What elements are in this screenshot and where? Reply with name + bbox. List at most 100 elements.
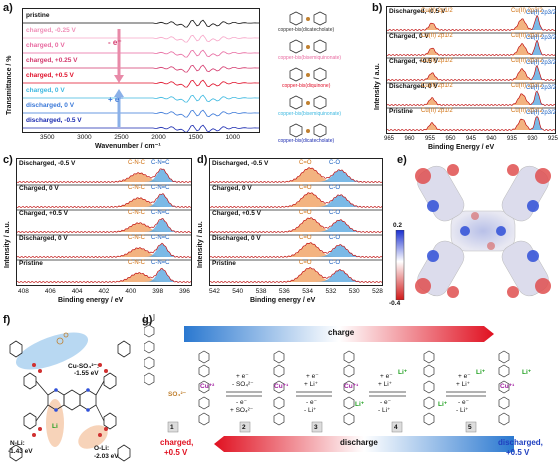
panel-g: g) bbox=[140, 310, 558, 465]
xps-peak bbox=[422, 73, 442, 80]
scale-max: 0.2 bbox=[393, 222, 403, 229]
peak-label: Cu(I) 2p3/2 bbox=[526, 60, 557, 66]
xps-peak bbox=[315, 220, 365, 232]
xps-peak bbox=[529, 16, 545, 30]
eq3-top2: + Li⁺ bbox=[378, 381, 393, 388]
eq1-top: + e⁻ bbox=[236, 373, 249, 380]
row-label: Charged, +0.5 V bbox=[389, 58, 438, 65]
row-label: Charged, 0 V bbox=[212, 185, 252, 192]
tick: 2000 bbox=[151, 134, 166, 141]
eq4-top2: + Li⁺ bbox=[456, 381, 471, 388]
tick: 536 bbox=[278, 288, 290, 295]
panel-b-ylabel: Intensity / a.u. bbox=[374, 63, 381, 110]
xps-fit bbox=[386, 65, 556, 82]
panel-c-ylabel: Intensity / a.u. bbox=[4, 221, 11, 268]
xps-fit bbox=[16, 242, 192, 259]
peak-label: C-N=C bbox=[151, 160, 170, 166]
arrow-up-label: + e⁻ bbox=[108, 95, 124, 104]
panel-b-xticks: 965 960 955 950 945 940 935 930 925 bbox=[384, 136, 558, 142]
peak-label: C-N-C bbox=[128, 260, 145, 266]
xps-fit bbox=[209, 266, 383, 284]
panel-e: e) 0.2 -0.4 bbox=[385, 150, 558, 310]
nli-energy: -1.43 eV bbox=[8, 448, 33, 455]
tick: 402 bbox=[98, 288, 110, 295]
peak-label: Cu(II) 2p1/2 bbox=[421, 83, 453, 89]
xps-peak bbox=[280, 193, 340, 207]
tick: 950 bbox=[445, 136, 456, 142]
xps-fit bbox=[209, 167, 383, 184]
xps-peak bbox=[144, 194, 180, 207]
peak-label: C-N-C bbox=[128, 160, 145, 166]
row-label: Discharged, 0 V bbox=[212, 235, 261, 242]
xps-fit bbox=[16, 218, 191, 234]
row-label: Discharged, -0.5 V bbox=[389, 8, 446, 15]
eq2-bot2: - Li⁺ bbox=[304, 407, 317, 414]
row-label: Pristine bbox=[389, 108, 413, 115]
step-3: 3 bbox=[314, 424, 318, 431]
tick: 404 bbox=[71, 288, 83, 295]
panel-d-spectra bbox=[209, 167, 383, 284]
tick: 532 bbox=[325, 288, 337, 295]
step-5: 5 bbox=[468, 424, 472, 431]
xps-peak bbox=[280, 168, 340, 182]
row-label: charged, 0 V bbox=[26, 87, 65, 94]
tick: 1000 bbox=[225, 134, 240, 141]
peak-label: Cu(II) 2p1/2 bbox=[421, 58, 453, 64]
panel-b-xlabel: Binding Energy / eV bbox=[428, 144, 495, 151]
peak-label: Cu(I) 2p3/2 bbox=[526, 110, 557, 116]
panel-d: d) Intensity / a.u. Discharged, -0.5 V C=… bbox=[195, 150, 385, 310]
row-label: Pristine bbox=[212, 260, 236, 267]
tick: 406 bbox=[44, 288, 56, 295]
tick: 396 bbox=[179, 288, 190, 295]
xps-peak bbox=[144, 269, 180, 282]
molecule-label: copper-bis(dicatecholate) bbox=[278, 138, 335, 144]
li-label-5b: Li⁺ bbox=[522, 369, 532, 376]
peak-label: Cu(II) 2p3/2 bbox=[511, 33, 543, 39]
ftir-trace bbox=[23, 49, 259, 58]
peak-label: Cu(I) 2p3/2 bbox=[526, 10, 557, 16]
row-label: discharged, -0.5 V bbox=[26, 117, 82, 124]
xps-peak bbox=[315, 270, 365, 282]
xps-fit bbox=[386, 15, 556, 32]
xps-peak bbox=[315, 195, 365, 207]
molecule-label: copper-bis(bisemiquinonate) bbox=[278, 111, 342, 117]
xps-peak bbox=[422, 48, 442, 55]
peak-label: Cu(I) 2p3/2 bbox=[526, 35, 557, 41]
row-label: Charged, +0.5 V bbox=[212, 210, 261, 217]
li-label: Li bbox=[52, 423, 58, 430]
peak-label: C=O bbox=[299, 160, 312, 166]
panel-d-frame bbox=[209, 158, 383, 286]
xps-fit bbox=[386, 39, 556, 57]
step-1: 1 bbox=[170, 424, 174, 431]
panel-a-label: a) bbox=[3, 2, 13, 14]
panel-d-xticks: 542 540 538 536 534 532 530 528 bbox=[209, 288, 383, 295]
panel-f-label: f) bbox=[3, 314, 11, 326]
mechanism-scheme bbox=[144, 314, 514, 452]
tick: 940 bbox=[486, 136, 497, 142]
tick: 930 bbox=[527, 136, 538, 142]
xps-peak bbox=[422, 23, 442, 30]
tick: 935 bbox=[506, 136, 517, 142]
peak-label: C=O bbox=[299, 210, 312, 216]
ftir-trace bbox=[23, 94, 259, 103]
row-label: pristine bbox=[26, 12, 50, 19]
cu1-label-3: Cu⁺¹ bbox=[344, 383, 359, 390]
tick: 530 bbox=[348, 288, 360, 295]
li-label-5a: Li⁺ bbox=[476, 369, 486, 376]
cu2-label: Cu⁺² bbox=[200, 383, 215, 390]
peak-label: C-O bbox=[329, 185, 340, 191]
left-state: charged, bbox=[160, 438, 194, 447]
eq2-top: + e⁻ bbox=[306, 373, 319, 380]
tick: 3500 bbox=[40, 134, 55, 141]
tick: 965 bbox=[384, 136, 395, 142]
xps-peak bbox=[529, 91, 545, 105]
xps-peak bbox=[280, 243, 340, 257]
peak-label: C=O bbox=[299, 260, 312, 266]
panel-d-label: d) bbox=[197, 154, 208, 166]
ftir-trace bbox=[23, 64, 259, 73]
row-label: Pristine bbox=[19, 260, 43, 267]
tick: 955 bbox=[424, 136, 435, 142]
row-label: Discharged, -0.5 V bbox=[212, 160, 269, 167]
panel-f: f) Cu Cu-SO₄²⁻: -1.55 eV Li N-Li: -1.43 … bbox=[0, 310, 140, 465]
so4-label: SO₄²⁻ bbox=[168, 391, 187, 398]
